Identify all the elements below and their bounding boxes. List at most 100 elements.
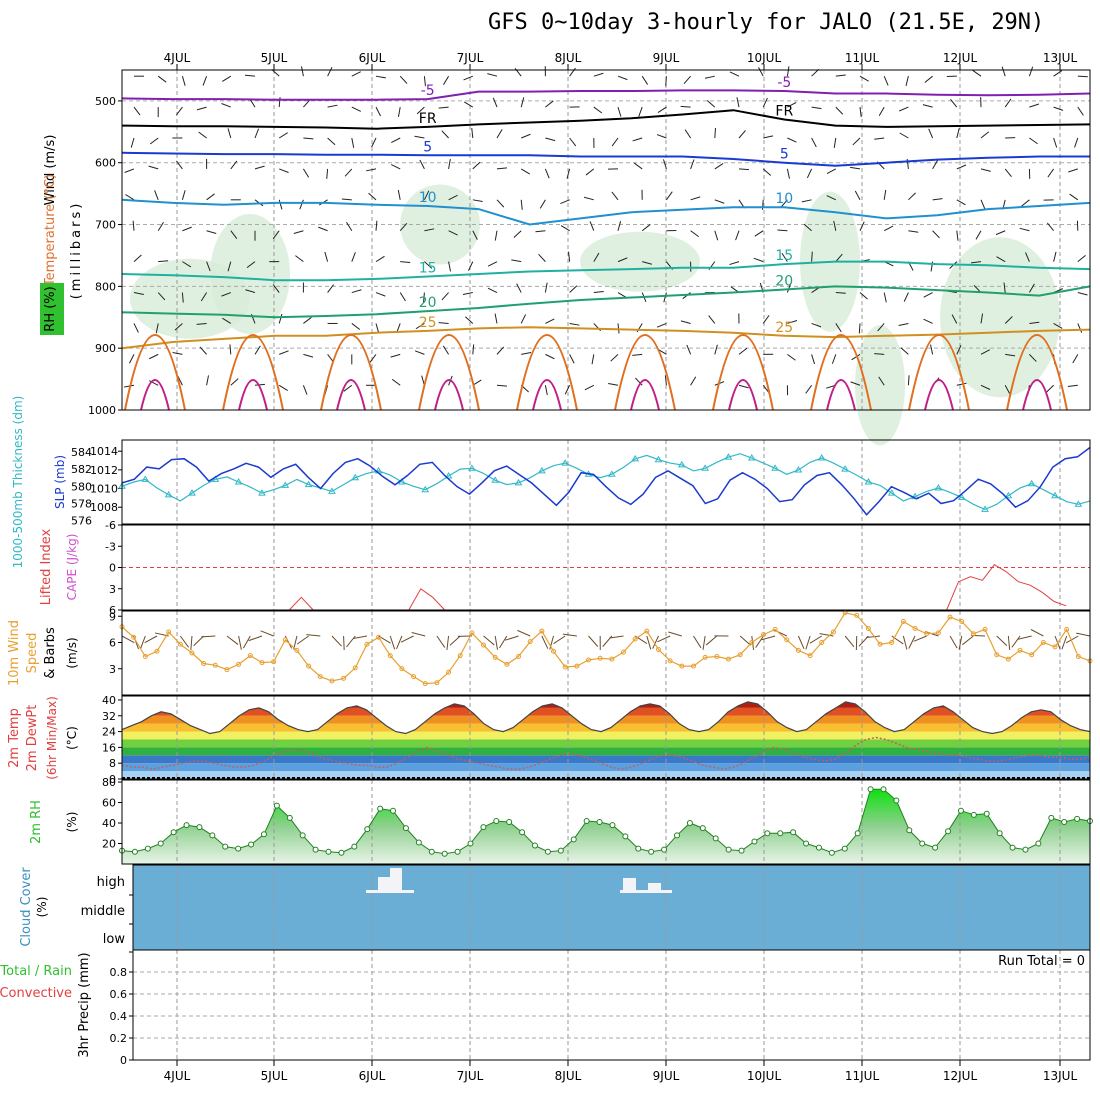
temp-ylabel-2: 2m DewPt xyxy=(25,705,40,772)
wind-barb xyxy=(1053,137,1058,148)
wind10m-point xyxy=(679,663,685,669)
wind10m-point xyxy=(1005,656,1011,662)
wind-barb xyxy=(463,75,473,81)
wind-barb xyxy=(665,191,673,201)
isotherm-5 xyxy=(121,285,1091,319)
wind-barb xyxy=(932,159,939,170)
slp-ytick-label-1: 1010 xyxy=(90,483,118,496)
wind-barb xyxy=(1028,283,1035,293)
wind-barb xyxy=(811,106,822,110)
wind-barb xyxy=(787,101,797,108)
top-xtick-label-2: 6JUL xyxy=(359,51,386,65)
thickness-point xyxy=(258,489,266,496)
wind-barb xyxy=(324,251,329,262)
wind-barb xyxy=(390,164,401,170)
wind-barb xyxy=(663,292,667,303)
wind-barb xyxy=(956,199,966,206)
temp-ytick-label-3: 24 xyxy=(102,726,116,739)
wind-barb xyxy=(593,252,600,262)
wind-barb xyxy=(758,67,764,77)
wind-barb xyxy=(390,353,401,358)
wind-barb xyxy=(980,349,991,355)
rh-point xyxy=(790,829,797,836)
wind-barb xyxy=(423,190,430,201)
wind-ytick-label-2: 9 xyxy=(109,610,116,623)
precip-legend-convective: Convective xyxy=(0,986,72,1001)
wind-barb xyxy=(221,292,231,297)
rh-point xyxy=(402,825,409,832)
surface-contour-35-3 xyxy=(434,379,464,411)
rh-point xyxy=(854,830,861,837)
wind-barb xyxy=(206,230,217,234)
wind-barb xyxy=(680,105,691,108)
wind10m-barb xyxy=(449,635,461,646)
top-xtick-label-1: 5JUL xyxy=(261,51,288,65)
rh-point xyxy=(815,844,822,851)
wind10m-barb xyxy=(121,635,135,644)
cloud-ylabel-units: (%) xyxy=(35,897,49,918)
wind-barb xyxy=(221,103,231,108)
wind10m-barb xyxy=(1011,635,1021,648)
rh-point xyxy=(519,829,526,836)
wind-barb xyxy=(781,252,788,262)
wind-barb xyxy=(729,261,740,266)
wind-barb xyxy=(326,168,329,179)
slp-line xyxy=(121,446,1091,516)
wind10m-barb xyxy=(1030,629,1044,637)
bottom-xtick-label-1: 5JUL xyxy=(261,1069,288,1083)
wind10m-point xyxy=(189,650,195,656)
wind-barb xyxy=(133,254,142,263)
slp-ytick-label-0: 1008 xyxy=(90,501,118,514)
temp-ylabel-1: 2m Temp xyxy=(7,708,22,768)
wind10m-point xyxy=(586,657,592,663)
wind10m-point xyxy=(690,663,696,669)
wind10m-point xyxy=(935,630,941,636)
wind10m-point xyxy=(387,653,393,659)
rh-point xyxy=(544,848,551,855)
wind-barb xyxy=(535,230,546,233)
wind-barb xyxy=(351,137,355,148)
thickness-point xyxy=(957,493,966,500)
upperair-ytick-label-2: 700 xyxy=(95,219,116,232)
wind10m-point xyxy=(457,653,463,659)
rh-point xyxy=(248,841,255,848)
wind10m-point xyxy=(551,648,557,654)
wind10m-barb xyxy=(190,635,193,650)
wind-barb xyxy=(368,192,377,201)
wind-barb xyxy=(222,317,232,324)
wind-barb xyxy=(569,354,575,364)
wind10m-point xyxy=(795,647,801,653)
wind-barb xyxy=(344,168,353,177)
wind-barb xyxy=(399,75,408,84)
rh-point xyxy=(635,845,642,852)
thk-ylabel: 1000-500mb Thickness (dm) xyxy=(11,396,25,569)
wind10m-point xyxy=(154,648,160,654)
wind-barb xyxy=(1077,323,1083,333)
wind10m-barb xyxy=(652,635,659,649)
wind10m-barb xyxy=(494,635,498,650)
wind10m-barb xyxy=(958,635,963,650)
wind-barb xyxy=(568,251,571,262)
isotherm-label-4-0: 15 xyxy=(419,260,437,276)
surface-contour-35-7 xyxy=(826,379,856,411)
temp-band-2 xyxy=(122,755,1090,764)
thickness-point xyxy=(234,478,243,485)
wind-barb xyxy=(560,225,570,232)
wind-barb xyxy=(805,384,813,394)
wind10m-barb xyxy=(505,635,519,641)
rh-ytick-label-2: 60 xyxy=(102,797,116,810)
wind-barb xyxy=(593,106,603,114)
wind-barb xyxy=(230,230,238,240)
surface-contour-35-9 xyxy=(1022,379,1052,411)
wind-barb xyxy=(472,344,475,355)
thickness-point xyxy=(677,460,686,468)
top-xtick-label-5: 9JUL xyxy=(653,51,680,65)
top-xtick-label-9: 13JUL xyxy=(1043,51,1078,65)
wind-barb xyxy=(148,353,159,360)
wind-barb xyxy=(124,168,135,173)
wind10m-barb xyxy=(396,635,403,650)
wind-barb xyxy=(1005,353,1016,357)
wind-barb xyxy=(366,168,377,172)
wind-barb xyxy=(206,375,209,386)
rh-point xyxy=(441,850,448,857)
